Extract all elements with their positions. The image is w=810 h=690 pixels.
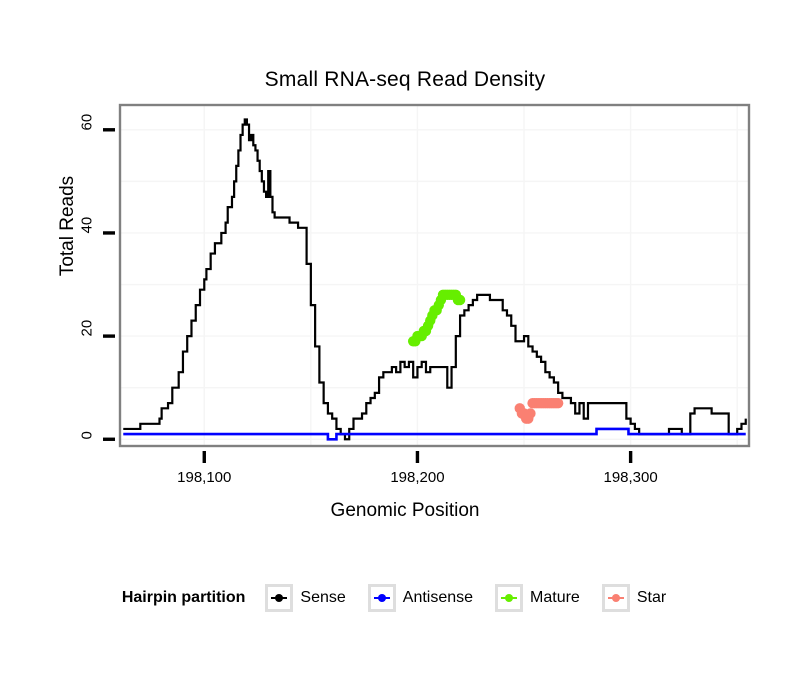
series-line-antisense [123,427,746,441]
legend-key-dot [611,594,620,602]
legend-label: Mature [530,589,580,606]
legend-entries: Sense Antisense Mature Star [265,584,688,612]
panel-background [119,104,750,447]
data-point [552,397,564,409]
panel-border [118,103,751,448]
legend-entry-mature[interactable]: Mature [495,584,594,612]
legend-label: Star [636,589,667,606]
legend-key-mature [495,584,524,612]
legend: Hairpin partition Sense Antisense Mature St… [0,584,810,612]
legend-entry-sense[interactable]: Sense [265,584,359,612]
y-axis-title: Total Reads [57,175,78,277]
x-axis-title: Genomic Position [330,500,480,521]
x-tick-label: 198,100 [177,469,232,486]
legend-key-dot [275,594,284,602]
legend-entry-star[interactable]: Star [601,584,680,612]
legend-label: Sense [300,589,346,606]
x-tick-label: 198,200 [390,469,445,486]
legend-title: Hairpin partition [121,589,246,606]
series-points-mature [407,289,466,347]
legend-key-antisense [367,584,396,612]
legend-key-dot [505,594,514,602]
data-point [525,408,536,419]
legend-key-dot [377,594,386,602]
series-points-star [514,397,564,424]
legend-key-sense [265,584,294,612]
legend-key-star [601,584,630,612]
chart-title: Small RNA-seq Read Density [264,68,546,91]
legend-label: Antisense [402,589,474,606]
data-point [454,294,466,306]
series-line-sense [123,118,747,441]
legend-entry-antisense[interactable]: Antisense [367,584,487,612]
x-tick-label: 198,300 [603,469,658,486]
